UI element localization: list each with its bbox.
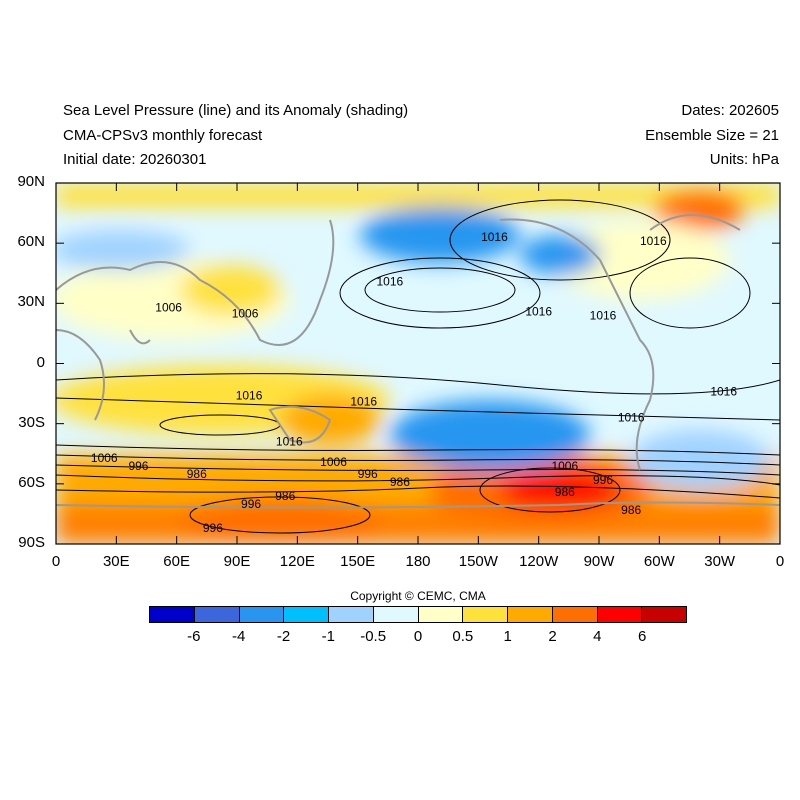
lat-label: 30N [17,293,45,311]
contour-label: 1016 [276,435,303,449]
color-legend-label: -6 [187,628,201,645]
lat-label: 90S [18,534,45,551]
color-legend-swatch [239,607,285,622]
contour-label: 1016 [618,411,645,425]
contour-label: 986 [390,475,410,489]
color-legend-swatch [508,607,553,622]
color-legend-label: 0 [413,628,423,645]
color-legend-label: 6 [637,628,647,645]
contour-label: 986 [187,467,207,481]
lon-label: 180 [405,553,431,570]
contour-label: 996 [128,459,148,473]
contour-label: 1016 [590,308,617,322]
contour-label: 996 [203,521,223,535]
ensemble-label: Ensemble Size = 21 [645,127,779,144]
lon-label: 60E [163,553,190,570]
contour-label: 1006 [320,455,347,469]
color-legend-label: -4 [231,628,246,645]
lon-label: 30W [704,553,736,570]
contour-label: 996 [358,467,378,481]
lat-label: 30S [18,413,45,431]
contour-label: 1006 [155,300,182,314]
contour-label: 1006 [91,451,118,465]
lon-label: 120W [519,553,559,570]
color-legend [149,606,687,623]
color-legend-swatch [463,607,508,622]
title-line-3: Initial date: 20260301 [63,151,207,168]
dates-label: Dates: 202605 [681,102,779,119]
contour-label: 996 [593,473,613,487]
title-line-1: Sea Level Pressure (line) and its Anomal… [63,102,409,119]
contour-label: 1016 [710,385,737,399]
lat-label: 90N [17,173,45,190]
color-legend-swatch [150,607,195,622]
contour-label: 1016 [481,230,508,244]
contour-label: 1006 [551,459,578,473]
color-legend-label: -1 [321,628,335,645]
lat-label: 60N [17,233,45,251]
contour-label: 986 [275,489,295,503]
color-legend-label: 1 [503,628,512,645]
contour-label: 1016 [350,395,377,409]
lon-label: 150E [340,553,376,570]
contour-label: 1016 [640,234,667,248]
lat-label: 0 [36,353,45,371]
color-legend-label: 0.5 [452,628,474,645]
contour-label: 1006 [232,306,259,320]
contour-label: 986 [555,485,575,499]
lon-label: 0 [51,553,61,570]
contour-label: 1016 [236,389,263,403]
color-legend-label: 2 [548,628,557,645]
color-legend-swatch [552,607,598,622]
color-legend-swatch [597,607,643,622]
color-legend-swatch [642,607,686,622]
lon-label: 0 [775,553,785,570]
color-legend-label: -2 [276,628,291,645]
copyright-text: Copyright © CEMC, CMA [350,589,486,603]
lon-label: 120E [279,553,315,570]
lon-label: 150W [458,553,498,570]
contour-label: 986 [621,503,641,517]
color-legend-swatch [329,607,374,622]
lon-label: 90W [583,553,615,570]
lon-label: 90E [223,553,251,570]
color-legend-label: 4 [593,628,602,645]
color-legend-swatch [418,607,464,622]
contour-label: 996 [241,497,261,511]
color-legend-swatch [194,607,240,622]
lon-label: 60W [643,553,675,570]
title-line-2: CMA-CPSv3 monthly forecast [63,127,263,144]
lon-label: 30E [102,553,130,570]
contour-label: 1016 [525,304,552,318]
color-legend-label: -0.5 [360,628,387,645]
anomaly-map: 1016 1016 1016 1016 1016 1016 1016 1016 1016 1016… [55,182,781,545]
lat-label: 60S [18,473,45,491]
contour-label: 1016 [376,274,403,288]
color-legend-swatch [284,607,329,622]
units-label: Units: hPa [709,151,779,168]
color-legend-swatch [373,607,419,622]
